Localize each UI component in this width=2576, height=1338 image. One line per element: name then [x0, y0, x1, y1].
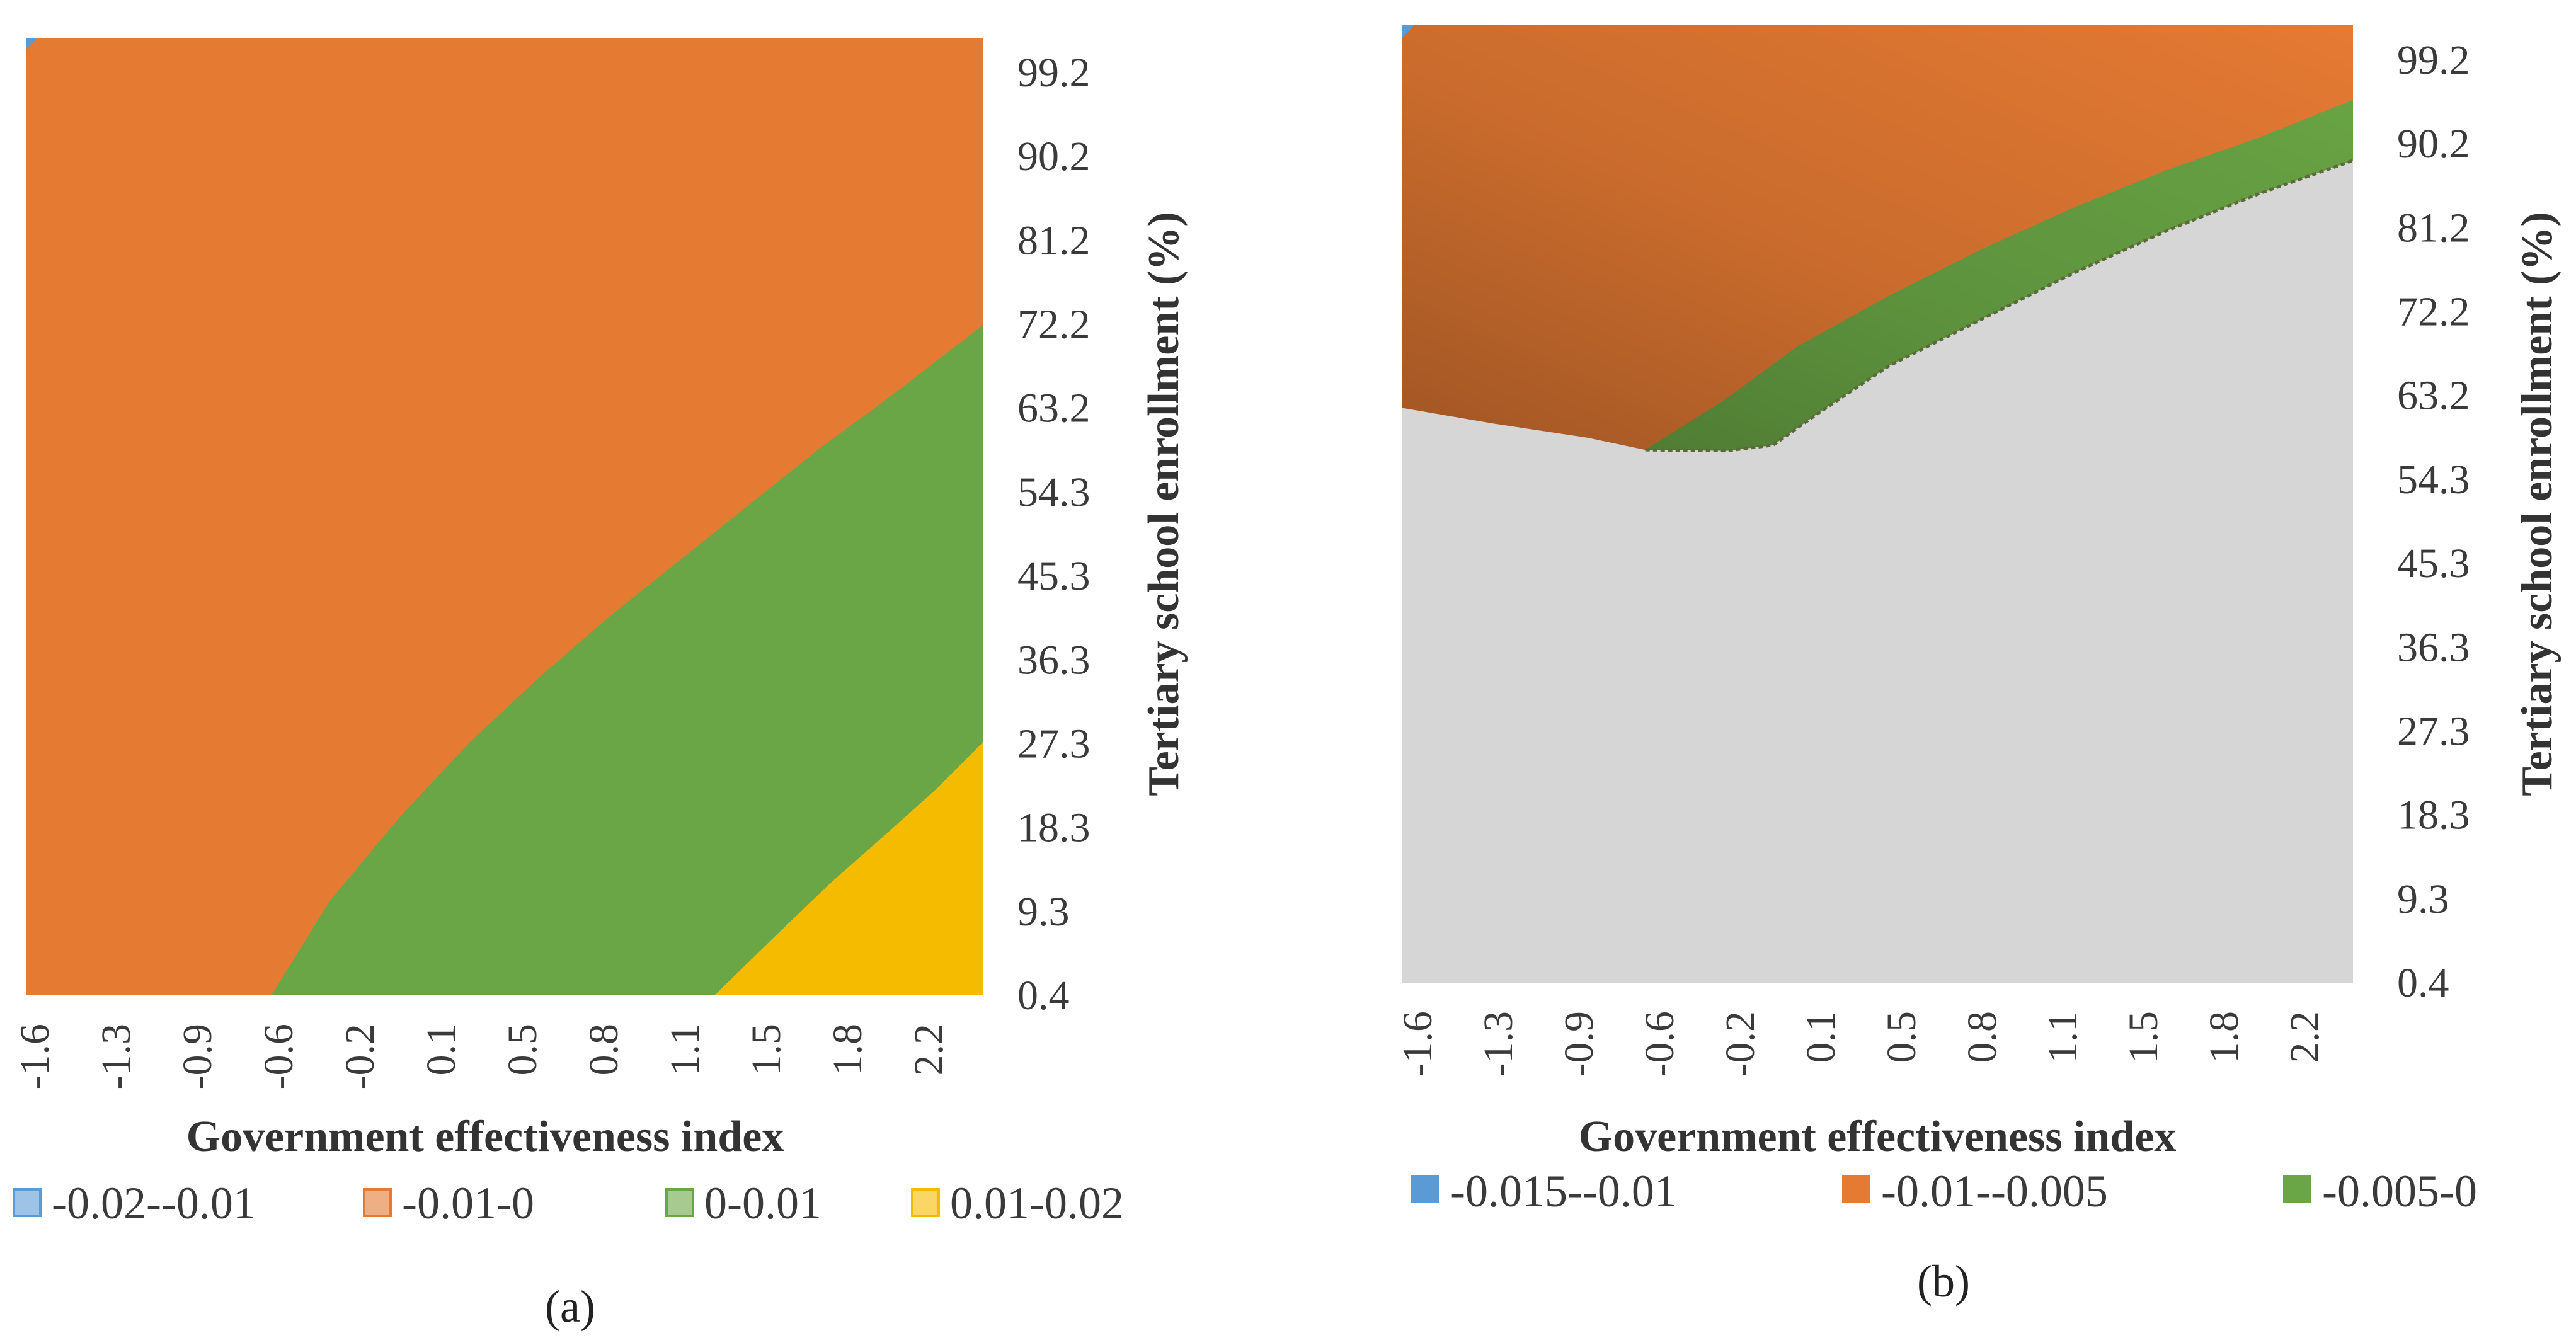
x-tick-label: 2.2 — [2282, 1011, 2328, 1063]
x-tick-label: 0.8 — [581, 1024, 627, 1076]
legend-label: 0.01-0.02 — [950, 1178, 1124, 1228]
x-tick-label: -0.9 — [1556, 1011, 1602, 1077]
legend-swatch — [665, 1188, 694, 1217]
legend-label: -0.015--0.01 — [1450, 1166, 1677, 1216]
y-tick-label: 90.2 — [2397, 121, 2470, 167]
x-axis-title-b: Government effectiveness index — [1579, 1112, 2177, 1161]
x-tick-label: -1.3 — [1475, 1011, 1521, 1077]
y-tick-label: 81.2 — [2397, 205, 2470, 251]
legend-swatch — [2283, 1175, 2311, 1203]
y-tick-label: 45.3 — [1017, 553, 1091, 599]
x-axis-title-a: Government effectiveness index — [186, 1112, 784, 1161]
panel-b: 99.2 90.2 81.2 72.2 63.2 54.3 45.3 36.3 … — [1395, 25, 2562, 1307]
x-tick-label: 1.1 — [662, 1024, 708, 1076]
x-tick-label: -0.2 — [1717, 1011, 1763, 1077]
legend-label: -0.005-0 — [2322, 1166, 2477, 1216]
x-tick-label: 1.1 — [2040, 1011, 2086, 1063]
y-tick-label: 0.4 — [1017, 973, 1070, 1019]
legend-label: -0.02--0.01 — [52, 1178, 256, 1228]
y-tick-label: 9.3 — [1017, 889, 1070, 935]
y-tick-label: 63.2 — [1017, 386, 1091, 432]
legend-swatch — [363, 1188, 392, 1217]
legend-label: -0.01-0 — [402, 1178, 534, 1228]
x-tick-label: 0.8 — [1959, 1011, 2005, 1063]
x-tick-labels-b: -1.6 -1.3 -0.9 -0.6 -0.2 0.1 0.5 0.8 1.1… — [1395, 1011, 2328, 1077]
y-tick-label: 63.2 — [2397, 373, 2470, 419]
y-tick-label: 9.3 — [2397, 876, 2449, 922]
x-tick-label: 2.2 — [906, 1024, 952, 1076]
y-tick-label: 27.3 — [1017, 721, 1091, 767]
x-tick-label: -0.6 — [256, 1024, 302, 1089]
y-tick-label: 81.2 — [1017, 217, 1091, 263]
region-b-edge — [1645, 159, 2354, 453]
x-tick-label: 0.1 — [418, 1024, 464, 1076]
legend-label: 0-0.01 — [704, 1178, 821, 1228]
legend-a: -0.02--0.01 -0.01-0 0-0.01 0.01-0.02 — [13, 1178, 1124, 1228]
legend-b: -0.015--0.01 -0.01--0.005 -0.005-0 — [1411, 1166, 2477, 1216]
panel-label-a: (a) — [545, 1281, 595, 1332]
y-tick-label: 90.2 — [1017, 134, 1091, 180]
x-tick-label: -1.6 — [12, 1024, 58, 1089]
legend-swatch — [13, 1188, 42, 1217]
y-tick-label: 27.3 — [2397, 708, 2470, 754]
legend-swatch — [1842, 1175, 1870, 1203]
y-tick-label: 18.3 — [1017, 805, 1091, 851]
x-tick-label: 1.8 — [2201, 1011, 2247, 1063]
x-tick-label: 1.5 — [743, 1024, 789, 1076]
y-tick-label: 72.2 — [1017, 302, 1091, 348]
x-tick-label: -0.6 — [1637, 1011, 1683, 1077]
x-tick-label: 0.5 — [500, 1024, 546, 1076]
x-tick-labels-a: -1.6 -1.3 -0.9 -0.6 -0.2 0.1 0.5 0.8 1.1… — [12, 1024, 952, 1089]
x-tick-label: 1.8 — [825, 1024, 871, 1076]
legend-swatch — [911, 1188, 940, 1217]
y-axis-title-a: Tertiary school enrollment (%) — [1140, 212, 1188, 796]
y-tick-label: 45.3 — [2397, 540, 2470, 586]
y-axis-title-b: Tertiary school enrollment (%) — [2513, 212, 2562, 796]
region-b-minus-0.015-minus-0.01 — [1402, 25, 1414, 38]
y-tick-label: 99.2 — [1017, 50, 1091, 96]
legend-swatch — [1411, 1175, 1439, 1203]
panel-label-b: (b) — [1917, 1256, 1970, 1307]
y-tick-labels-a: 99.2 90.2 81.2 72.2 63.2 54.3 45.3 36.3 … — [1017, 50, 1091, 1019]
panel-a: 99.2 90.2 81.2 72.2 63.2 54.3 45.3 36.3 … — [12, 38, 1188, 1332]
y-tick-label: 36.3 — [1017, 637, 1091, 683]
y-tick-labels-b: 99.2 90.2 81.2 72.2 63.2 54.3 45.3 36.3 … — [2397, 37, 2470, 1006]
region-a-0-0.01 — [271, 325, 983, 995]
y-tick-label: 72.2 — [2397, 289, 2470, 335]
x-tick-label: -0.9 — [175, 1024, 220, 1089]
x-tick-label: -1.6 — [1395, 1011, 1441, 1077]
region-a-0.01-0.02 — [714, 742, 983, 995]
x-tick-label: -0.2 — [337, 1024, 383, 1089]
y-tick-label: 54.3 — [1017, 469, 1091, 515]
x-tick-label: 1.5 — [2121, 1011, 2167, 1063]
y-tick-label: 0.4 — [2397, 960, 2449, 1006]
x-tick-label: 0.5 — [1879, 1011, 1925, 1063]
y-tick-label: 99.2 — [2397, 37, 2470, 83]
y-tick-label: 36.3 — [2397, 624, 2470, 670]
region-a-minus-0.02-minus-0.01 — [26, 38, 38, 49]
x-tick-label: -1.3 — [93, 1024, 139, 1089]
region-b-shading — [1402, 25, 2353, 451]
plot-area-a — [26, 38, 983, 995]
x-tick-label: 0.1 — [1798, 1011, 1844, 1063]
legend-label: -0.01--0.005 — [1881, 1166, 2108, 1216]
y-tick-label: 54.3 — [2397, 457, 2470, 503]
y-tick-label: 18.3 — [2397, 792, 2470, 838]
plot-area-b — [1402, 25, 2354, 983]
